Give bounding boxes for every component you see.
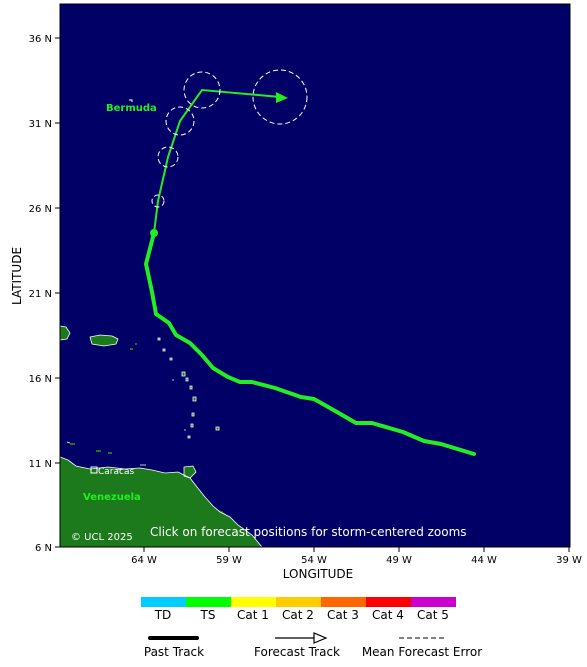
y-axis-title: LATITUDE <box>10 247 24 305</box>
lat-tick-label: 6 N <box>35 543 52 554</box>
legend-label-cat5: Cat 5 <box>417 608 449 622</box>
legend-swatch-td <box>141 597 186 607</box>
lon-tick-label: 59 W <box>216 555 242 566</box>
island-small <box>70 443 75 445</box>
caracas-label: Caracas <box>98 467 134 477</box>
forecast-error-circles <box>151 69 308 208</box>
track-legend: Past Track Forecast Track Mean Forecast … <box>144 632 482 659</box>
legend-swatch-cat1 <box>231 597 276 607</box>
past-track-line <box>144 231 476 456</box>
lon-tick-label: 39 W <box>556 555 582 566</box>
legend-label-cat3: Cat 3 <box>327 608 359 622</box>
forecast-position-36h[interactable] <box>165 106 195 136</box>
x-axis-title: LONGITUDE <box>283 567 353 581</box>
lesser-antilles <box>130 338 219 438</box>
legend-swatch-cat3 <box>321 597 366 607</box>
lat-tick-label: 16 N <box>29 374 52 385</box>
mean-error-legend-label: Mean Forecast Error <box>362 645 482 659</box>
lon-tick-marks <box>143 547 570 552</box>
legend-label-ts: TS <box>200 608 216 622</box>
lat-tick-label: 31 N <box>29 119 52 130</box>
legend-label-cat2: Cat 2 <box>282 608 314 622</box>
island-aruba <box>96 450 101 452</box>
legend-label-cat4: Cat 4 <box>372 608 404 622</box>
past-track-legend-label: Past Track <box>144 645 204 659</box>
forecast-position-72h[interactable] <box>252 69 308 125</box>
legend-swatch-cat5 <box>411 597 456 607</box>
forecast-position-24h[interactable] <box>157 146 179 168</box>
lon-tick-label: 54 W <box>301 555 327 566</box>
guyana-coast <box>200 508 250 547</box>
category-legend: TD TS Cat 1 Cat 2 Cat 3 Cat 4 Cat 5 <box>141 597 456 622</box>
forecast-track-line <box>153 88 281 234</box>
island-curacao <box>108 452 112 454</box>
lat-tick-label: 21 N <box>29 289 52 300</box>
coastlines <box>59 325 263 548</box>
forecast-track-legend-label: Forecast Track <box>254 645 340 659</box>
bermuda-label: Bermuda <box>106 103 157 114</box>
legend-swatch-cat4 <box>366 597 411 607</box>
lat-tick-labels: 36 N 31 N 26 N 21 N 16 N 11 N 6 N <box>29 34 52 554</box>
forecast-track-arrowhead <box>276 92 288 103</box>
lon-tick-label: 64 W <box>131 555 157 566</box>
legend-swatch-ts <box>186 597 231 607</box>
ocean-area[interactable] <box>60 4 570 547</box>
legend-swatch-cat2 <box>276 597 321 607</box>
lon-tick-label: 49 W <box>386 555 412 566</box>
puerto-rico <box>90 335 118 346</box>
lat-tick-label: 36 N <box>29 34 52 45</box>
zoom-hint-text: Click on forecast positions for storm-ce… <box>150 525 467 539</box>
lat-tick-marks <box>55 37 60 548</box>
map-frame <box>59 3 571 548</box>
legend-label-cat1: Cat 1 <box>237 608 269 622</box>
caracas-marker <box>90 466 98 474</box>
lat-tick-label: 11 N <box>29 459 52 470</box>
lon-tick-labels: 64 W 59 W 54 W 49 W 44 W 39 W <box>131 555 582 566</box>
land-masses <box>60 326 262 547</box>
legend-label-td: TD <box>154 608 172 622</box>
forecast-arrow-icon <box>313 632 328 644</box>
lon-tick-label: 44 W <box>471 555 497 566</box>
forecast-position-12h[interactable] <box>151 194 165 208</box>
lat-tick-label: 26 N <box>29 204 52 215</box>
bermuda-marker <box>129 99 133 102</box>
venezuela-label: Venezuela <box>83 492 141 503</box>
forecast-position-48h[interactable] <box>183 71 221 109</box>
current-position[interactable] <box>150 229 158 237</box>
copyright-text: © UCL 2025 <box>71 532 133 543</box>
